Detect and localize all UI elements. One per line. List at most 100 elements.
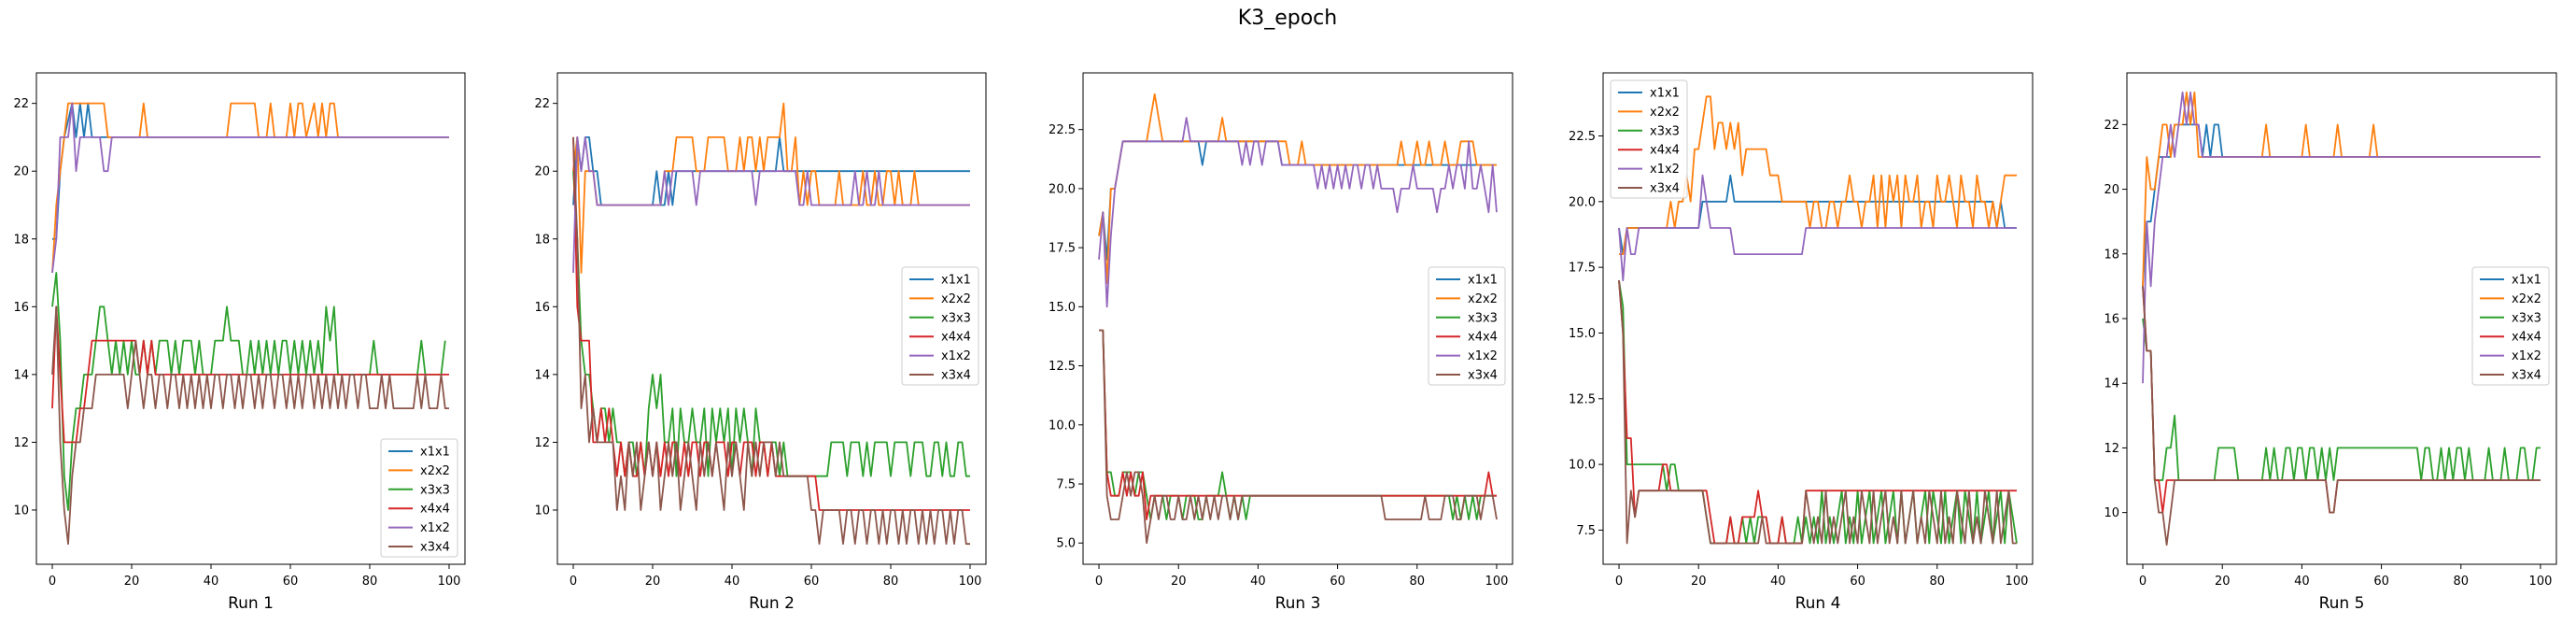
- legend-label-x3x3: x3x3: [941, 311, 971, 325]
- y-tick-label: 10: [2104, 506, 2119, 520]
- axes-frame: [556, 72, 987, 565]
- x-tick-label: 100: [2529, 575, 2553, 589]
- legend-label-x2x2: x2x2: [1468, 292, 1498, 306]
- x-tick-label: 80: [1410, 575, 1426, 589]
- legend-label-x3x3: x3x3: [2512, 311, 2541, 325]
- x-tick-label: 100: [1485, 575, 1509, 589]
- x-tick-label: 100: [959, 575, 982, 589]
- legend-label-x1x2: x1x2: [2512, 349, 2541, 363]
- y-tick-label: 14: [2104, 377, 2119, 391]
- legend-label-x1x1: x1x1: [420, 446, 450, 460]
- series-line-x1x1: [2142, 123, 2541, 287]
- y-tick-label: 22.5: [1049, 123, 1076, 137]
- y-tick-label: 10: [534, 504, 550, 518]
- x-tick-label: 0: [49, 575, 56, 589]
- series-line-x3x4: [2142, 286, 2541, 547]
- legend: x1x1 x2x2 x3x3 x4x4 x1x2 x3x4: [1610, 79, 1688, 199]
- y-tick-label: 12: [534, 436, 550, 450]
- x-tick-label: 0: [1615, 575, 1623, 589]
- y-tick-label: 16: [13, 301, 29, 315]
- x-tick-label: 80: [2454, 575, 2470, 589]
- x-tick-label: 20: [1691, 575, 1707, 589]
- series-line-x1x2: [1618, 174, 2017, 282]
- x-tick-label: 0: [1095, 575, 1103, 589]
- y-tick-label: 14: [534, 368, 550, 382]
- series-line-x2x2: [1098, 92, 1497, 285]
- x-tick-label: 80: [1930, 575, 1946, 589]
- y-tick-label: 12: [13, 436, 29, 450]
- y-tick-label: 18: [13, 233, 29, 247]
- chart-panel-4: 0 20 40 60 80 100 7.5 10.0 12.5 15.0 17.5 20.0 22.5 R…: [1569, 72, 2034, 613]
- legend-label-x1x2: x1x2: [1468, 349, 1498, 363]
- legend-label-x3x4: x3x4: [1650, 182, 1680, 196]
- y-tick-label: 22.5: [1569, 130, 1596, 144]
- y-tick-label: 7.5: [1576, 524, 1596, 538]
- legend-label-x2x2: x2x2: [2512, 292, 2541, 306]
- legend-label-x1x1: x1x1: [1650, 87, 1680, 101]
- series-line-x3x3: [1618, 280, 2018, 545]
- series-line-x1x1: [52, 102, 449, 240]
- legend-label-x4x4: x4x4: [420, 503, 450, 517]
- y-tick-label: 12.5: [1049, 360, 1076, 374]
- axes-frame: [1602, 72, 2034, 565]
- x-tick-label: 60: [283, 575, 299, 589]
- legend-label-x2x2: x2x2: [420, 464, 450, 478]
- y-tick-label: 22: [13, 97, 29, 111]
- series-line-x2x2: [51, 102, 449, 274]
- legend-label-x3x4: x3x4: [2512, 369, 2541, 383]
- x-tick-label: 60: [1330, 575, 1345, 589]
- x-tick-label: 40: [1250, 575, 1266, 589]
- series-line-x3x4: [1618, 280, 2017, 545]
- legend-label-x3x4: x3x4: [420, 541, 450, 555]
- legend-label-x4x4: x4x4: [1468, 331, 1498, 345]
- y-tick-label: 5.0: [1056, 537, 1076, 551]
- y-tick-label: 22: [534, 97, 550, 111]
- series-line-x3x4: [1099, 329, 1498, 545]
- figure-title: K3_epoch: [1238, 7, 1337, 30]
- series-line-x1x2: [2142, 91, 2541, 384]
- x-tick-label: 80: [883, 575, 899, 589]
- y-tick-label: 10.0: [1049, 419, 1076, 433]
- y-tick-label: 15.0: [1049, 301, 1076, 315]
- y-tick-label: 17.5: [1569, 262, 1596, 276]
- legend: x1x1 x2x2 x3x3 x4x4 x1x2 x3x4: [380, 438, 458, 558]
- chart-panel-3: 0 20 40 60 80 100 5.0 7.5 10.0 12.5 15.0 17.5 20.0 22…: [1049, 72, 1513, 613]
- legend-label-x3x3: x3x3: [1468, 311, 1498, 325]
- x-tick-label: 80: [362, 575, 378, 589]
- axes-frame: [1082, 72, 1513, 565]
- legend: x1x1 x2x2 x3x3 x4x4 x1x2 x3x4: [1428, 266, 1506, 386]
- x-tick-label: 0: [570, 575, 577, 589]
- y-tick-label: 18: [2104, 248, 2119, 262]
- series-line-x4x4: [51, 305, 449, 444]
- x-axis-label: Run 3: [1275, 594, 1321, 613]
- y-tick-label: 16: [534, 301, 550, 315]
- series-line-x1x2: [572, 135, 970, 274]
- series-line-x3x4: [572, 136, 970, 546]
- legend-label-x4x4: x4x4: [941, 331, 971, 345]
- legend: x1x1 x2x2 x3x3 x4x4 x1x2 x3x4: [2471, 266, 2550, 386]
- legend-label-x3x4: x3x4: [941, 369, 971, 383]
- axes-frame: [35, 72, 466, 565]
- x-tick-label: 40: [1770, 575, 1786, 589]
- y-tick-label: 20.0: [1569, 195, 1596, 209]
- x-axis-label: Run 2: [749, 594, 795, 613]
- y-tick-label: 20.0: [1049, 182, 1076, 196]
- legend-label-x4x4: x4x4: [1650, 144, 1680, 158]
- series-line-x4x4: [1618, 280, 2017, 545]
- y-tick-label: 10: [13, 504, 29, 518]
- x-tick-label: 40: [725, 575, 740, 589]
- series-line-x1x2: [1098, 117, 1498, 308]
- legend-label-x3x4: x3x4: [1468, 369, 1498, 383]
- y-tick-label: 20: [13, 165, 29, 179]
- x-axis-label: Run 1: [228, 594, 274, 613]
- x-tick-label: 20: [1171, 575, 1187, 589]
- y-tick-label: 18: [534, 233, 550, 247]
- y-tick-label: 10.0: [1569, 459, 1596, 473]
- y-tick-label: 20: [534, 165, 550, 179]
- x-tick-label: 0: [2139, 575, 2147, 589]
- x-tick-label: 40: [2294, 575, 2310, 589]
- x-tick-label: 100: [438, 575, 461, 589]
